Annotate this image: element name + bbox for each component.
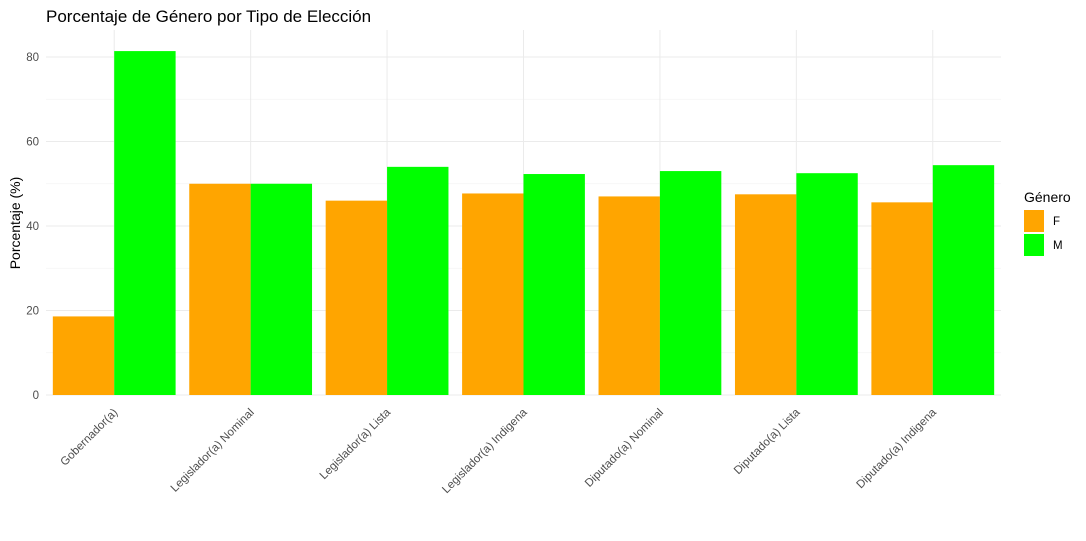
- x-tick-label: Legislador(a) Nominal: [169, 407, 257, 495]
- bar-f: [871, 202, 933, 395]
- bars: [52, 51, 995, 396]
- x-tick-label: Diputado(a) Indigena: [854, 406, 939, 491]
- legend-key-m: [1024, 234, 1044, 256]
- y-tick-label: 40: [26, 221, 39, 233]
- bar-f: [462, 193, 524, 395]
- y-axis-title: Porcentaje (%): [7, 177, 23, 270]
- x-tick-label: Diputado(a) Nominal: [583, 407, 666, 490]
- x-tick-label: Gobernador(a): [59, 407, 121, 469]
- y-tick-label: 0: [33, 390, 39, 402]
- bar-m: [250, 183, 313, 395]
- legend: Género FM: [1024, 189, 1071, 256]
- legend-label-m: M: [1053, 240, 1063, 252]
- legend-title: Género: [1024, 189, 1071, 205]
- bar-m: [932, 165, 995, 395]
- chart-title: Porcentaje de Género por Tipo de Elecció…: [46, 7, 371, 26]
- bar-f: [52, 316, 115, 395]
- bar-m: [114, 51, 176, 396]
- bar-f: [189, 183, 251, 395]
- x-tick-label: Diputado(a) Lista: [732, 406, 803, 477]
- bar-f: [325, 200, 388, 395]
- bar-m: [387, 166, 449, 395]
- bar-f: [598, 196, 660, 395]
- y-tick-label: 20: [26, 306, 39, 318]
- legend-label-f: F: [1053, 216, 1060, 228]
- bar-f: [734, 194, 797, 395]
- y-axis-ticks: 0 20 40 60 80: [26, 52, 39, 402]
- bar-m: [523, 174, 585, 395]
- y-tick-label: 60: [26, 137, 39, 149]
- bar-m: [659, 171, 722, 395]
- legend-key-f: [1024, 210, 1044, 232]
- y-tick-label: 80: [26, 52, 39, 64]
- x-tick-label: Legislador(a) Lista: [318, 406, 394, 482]
- x-axis-ticks: Gobernador(a) Legislador(a) Nominal Legisl…: [59, 406, 940, 496]
- x-tick-label: Legislador(a) Indigena: [440, 406, 530, 496]
- bar-m: [796, 173, 858, 395]
